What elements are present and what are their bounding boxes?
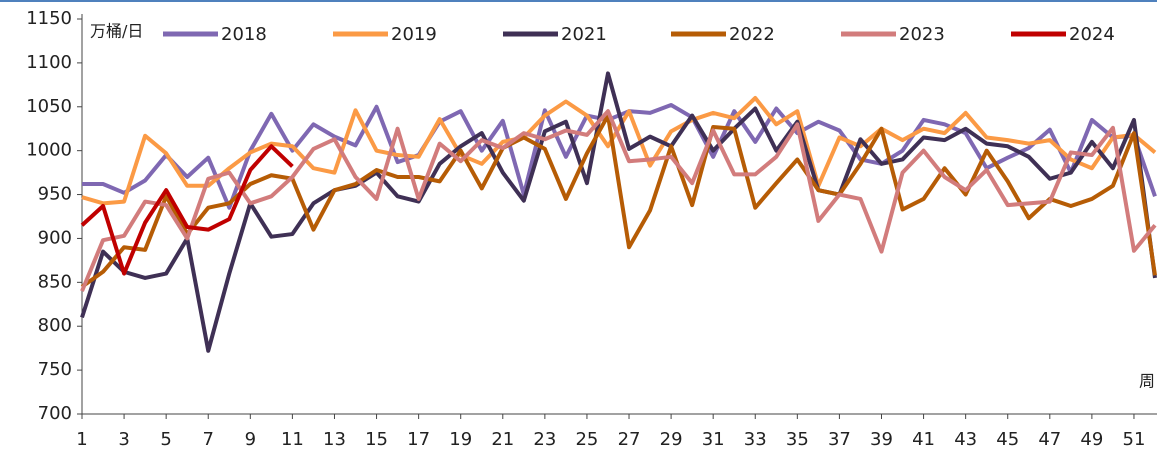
- x-tick-label: 7: [203, 429, 214, 450]
- x-tick-label: 51: [1123, 429, 1146, 450]
- series-line: [80, 144, 294, 276]
- x-tick-label: 5: [160, 429, 171, 450]
- y-tick-label: 1000: [26, 140, 72, 161]
- x-unit-label: 周: [1139, 372, 1155, 391]
- series-line: [80, 113, 1157, 289]
- series-line: [80, 109, 1157, 292]
- y-tick-label: 750: [38, 359, 72, 380]
- legend-label: 2019: [391, 24, 437, 45]
- y-unit-label: 万桶/日: [90, 22, 143, 41]
- x-tick-label: 31: [702, 429, 725, 450]
- y-tick-label: 950: [38, 184, 72, 205]
- x-tick-label: 27: [618, 429, 641, 450]
- x-tick-label: 37: [828, 429, 851, 450]
- x-tick-label: 35: [786, 429, 809, 450]
- x-tick-label: 41: [912, 429, 935, 450]
- x-tick-label: 47: [1038, 429, 1061, 450]
- legend-label: 2021: [561, 24, 607, 45]
- y-tick-label: 1150: [26, 8, 72, 29]
- y-tick-label: 850: [38, 271, 72, 292]
- x-tick-label: 45: [996, 429, 1019, 450]
- x-tick-label: 3: [118, 429, 129, 450]
- y-tick-label: 1050: [26, 96, 72, 117]
- y-tick-label: 1100: [26, 52, 72, 73]
- x-tick-label: 39: [870, 429, 893, 450]
- x-tick-label: 29: [660, 429, 683, 450]
- y-tick-label: 800: [38, 315, 72, 336]
- x-tick-label: 19: [449, 429, 472, 450]
- legend-label: 2022: [729, 24, 775, 45]
- x-tick-label: 13: [323, 429, 346, 450]
- series-line: [80, 71, 1157, 353]
- x-tick-label: 17: [407, 429, 430, 450]
- x-tick-label: 43: [954, 429, 977, 450]
- x-tick-label: 1: [76, 429, 87, 450]
- x-tick-label: 11: [281, 429, 304, 450]
- x-tick-label: 21: [491, 429, 514, 450]
- series-line: [81, 96, 1157, 206]
- y-tick-label: 900: [38, 227, 72, 248]
- legend-label: 2018: [221, 24, 267, 45]
- legend-label: 2024: [1069, 24, 1115, 45]
- x-tick-label: 25: [575, 429, 598, 450]
- x-tick-label: 23: [533, 429, 556, 450]
- x-tick-label: 9: [245, 429, 256, 450]
- x-tick-label: 15: [365, 429, 388, 450]
- legend-label: 2023: [899, 24, 945, 45]
- x-tick-label: 33: [744, 429, 767, 450]
- x-tick-label: 49: [1080, 429, 1103, 450]
- y-tick-label: 700: [38, 403, 72, 424]
